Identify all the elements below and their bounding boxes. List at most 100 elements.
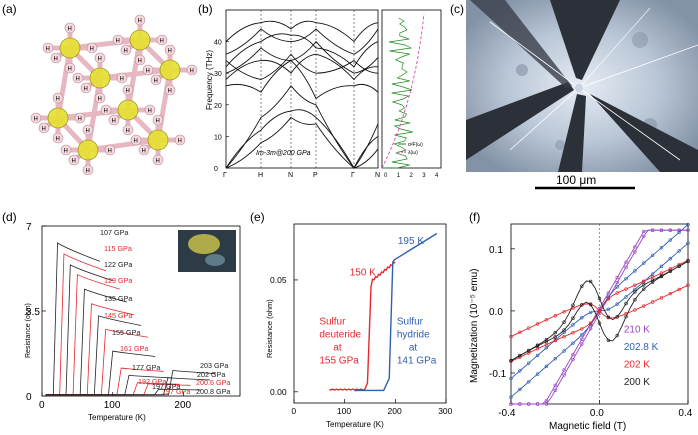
hydrogen-atom [152,114,164,126]
data-marker [668,291,673,296]
phonon-band [225,85,379,169]
data-marker [580,342,584,346]
sulfur-atom [129,29,151,51]
hydrogen-label: H [64,149,68,155]
data-marker [615,285,619,289]
hydrogen-label: H [156,159,160,165]
panel-b: (b) Γ H N P Γ N 0 10 20 30 40 Frequency (THz) Im-3m@… [196,0,446,178]
xtick-label-e: 300 [438,406,452,416]
data-marker [535,402,540,406]
sulfur-deuteride-curve [329,261,396,391]
hydrogen-atom [174,134,186,146]
deuteride-label-line: Sulfur [319,317,346,328]
ytick-label-d: 0 [26,392,32,403]
magnetization-vs-field-chart: -0.1 0.0 0.1 -0.4 0.0 0.4 Magnetic field (T) Ma… [469,222,693,432]
data-marker [526,402,531,406]
resistance-curve-d [45,288,127,396]
data-marker [518,353,522,358]
data-marker [659,246,664,250]
xtick-label-f: -0.4 [498,408,516,419]
data-marker [571,316,575,320]
hydrogen-atom [82,124,94,136]
sulfur-atom [47,107,69,129]
data-marker [553,388,557,393]
data-marker [633,269,637,273]
data-marker [562,328,566,332]
data-marker [633,250,637,254]
hysteresis-branch [510,259,689,362]
data-marker [526,348,531,353]
spectral-xtick: 3 [422,173,426,178]
resistance-curve-d [45,242,101,396]
spectral-xtick: 0 [384,173,388,178]
data-marker [642,261,646,265]
data-marker [650,272,655,276]
hydrogen-label: H [104,109,108,115]
data-marker [580,316,584,320]
dispersion-xtick: Γ [223,172,227,178]
data-marker [553,314,557,318]
data-marker [553,338,557,343]
hydrogen-atom [94,92,106,104]
panel-f: (f) -0.1 0.0 0.1 -0.4 0.0 0.4 Magnetic field (… [463,208,698,435]
data-marker [535,322,540,326]
inset-photo-region [205,254,225,266]
hydrogen-label: H [98,57,102,63]
xtick-label-f: 0.4 [678,408,692,419]
hydrogen-atom [150,74,162,86]
data-marker [597,321,602,326]
data-marker [562,310,566,314]
hydrogen-atom [82,164,94,175]
data-marker [624,314,628,319]
data-marker [509,334,513,339]
xlabel-f: Magnetic field (T) [549,421,626,432]
data-marker [606,297,611,301]
xtick-label-d: 100 [104,400,121,411]
phonon-band [225,60,379,100]
data-marker [650,228,655,232]
xtick-label-d: 200 [174,400,191,411]
hydrogen-atom [152,154,164,166]
hydrogen-label: H [76,77,80,83]
hydrogen-atom [64,62,76,74]
data-marker [509,402,513,406]
hydrogen-atom [104,144,116,156]
data-marker [677,287,681,292]
resistance-curve-d [45,370,216,396]
hydride-label-line: 141 GPa [397,356,437,367]
data-marker [562,368,566,372]
data-marker [562,334,566,339]
hydrogen-atom [116,72,128,84]
data-marker [580,327,584,331]
panel-d: (d) 0 3.5 7 0 100 200 Temperature (K) Resistanc… [0,208,245,435]
data-marker [526,351,531,355]
ytick-label-e: 0.00 [270,387,287,397]
hydrogen-label: H [138,19,142,25]
series-label-f: 210 K [624,325,650,336]
xtick-label-e: 200 [388,406,402,416]
data-marker [588,321,593,325]
dispersion-xtick: Γ [351,172,355,178]
hydrogen-atom [186,64,198,76]
hydride-label-line: at [409,343,418,354]
hydrogen-atom [134,54,146,66]
data-marker [677,249,681,253]
resistance-curve-d [45,383,191,396]
panel-e-label: (e) [250,210,265,224]
legend-label-lambda: λ(ω) [408,150,418,156]
phonon-band [225,28,379,55]
hydrogen-label: H [116,39,120,45]
hydrogen-label: H [42,127,46,133]
data-marker [642,304,646,308]
hydrogen-label: H [160,39,164,45]
data-marker [633,298,637,302]
hydrogen-atom [42,42,54,54]
hydride-label-line: hydride [397,330,430,341]
hydrogen-atom [108,114,120,126]
hydrogen-label: H [156,119,160,125]
data-marker [686,222,690,227]
scale-bar [535,186,635,190]
data-marker [615,315,619,319]
ytick-label-f: 0.0 [489,307,503,318]
